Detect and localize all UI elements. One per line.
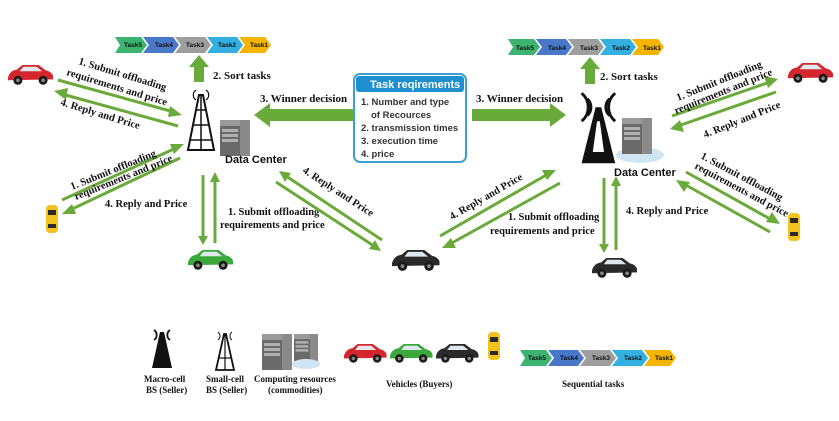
winner-label-left: 3. Winner decision [260,93,347,105]
legend-task-strip: Task5 Task4 Task3 Task2 Task1 [520,350,676,366]
legend-macro-line2: BS (Seller) [146,385,187,395]
legend-task4: Task4 [560,355,578,362]
legend-computing-line1: Computing resources [254,374,336,384]
winner-label-right: 3. Winner decision [476,93,563,105]
winner-arrow-right [472,103,566,127]
task4-label-right: Task4 [548,45,566,52]
task-requirements-box: Task reqirements 1. Number and type of R… [353,73,467,163]
requirement-1a: 1. Number and type [361,97,449,108]
legend-red-car-icon [344,344,387,363]
task1-label: Task1 [250,42,268,49]
submit-label-right-5: 1. Submit offloading [508,212,600,223]
yellow-taxi-right-icon [788,213,800,241]
legend-macro-line1: Macro-cell [144,374,186,384]
requirement-3: 3. execution time [361,136,438,147]
red-car-right-icon [788,63,833,83]
red-car-icon [8,65,53,85]
server-icon [220,120,250,156]
submit-label-right-6: requirements and price [490,226,595,237]
legend-small-line1: Small-cell [206,374,244,384]
legend-green-car-icon [390,344,433,363]
task2-label-right: Task2 [612,45,630,52]
reply-label-right-2: 4. Reply and Price [626,206,709,217]
task3-label-right: Task3 [580,45,598,52]
task1-label-right: Task1 [643,45,661,52]
legend-small-tower-icon [214,331,236,371]
task5-label-right: Task5 [516,45,534,52]
arrows-redcar-right [670,76,778,132]
legend-taxi-icon [488,332,500,360]
data-center-label-left: Data Center [225,154,287,166]
legend-task3: Task3 [592,355,610,362]
requirement-1b: of Recources [371,110,431,121]
task4-label: Task4 [155,42,173,49]
arrows-redcar-left [54,78,182,128]
legend-server-icon [262,334,320,370]
requirements-title: Task reqirements [370,79,460,91]
task5-label: Task5 [124,42,142,49]
reply-label-2: 4. Reply and Price [105,199,188,210]
sort-label-left: 2. Sort tasks [213,70,271,82]
task3-label: Task3 [186,42,204,49]
data-center-label-right: Data Center [614,167,676,179]
sort-label-right: 2. Sort tasks [600,71,658,83]
legend-task2: Task2 [624,355,642,362]
sort-arrow-left [189,55,209,82]
yellow-taxi-icon [46,205,58,233]
legend-task1: Task1 [655,355,673,362]
legend-computing-line2: (commodities) [268,385,322,395]
right-task-strip: Task5 Task4 Task3 Task2 Task1 [508,39,664,55]
legend-vehicles: Vehicles (Buyers) [386,379,452,389]
arrows-blackcar-tower-right [439,170,561,248]
arrows-greencar [198,172,220,245]
legend-task5: Task5 [528,355,546,362]
legend-macro-tower-icon [152,329,172,368]
requirement-2: 2. transmission times [361,123,458,134]
small-cell-tower-icon [186,89,216,151]
arrows-taxi-left [61,144,184,214]
arrows-blackcar-right-tower [599,176,621,253]
submit-label-6: requirements and price [220,220,325,231]
task2-label: Task2 [218,42,236,49]
arrows-taxi-right [676,170,780,234]
legend-sequential: Sequential tasks [562,379,625,389]
arrows-blackcar-dc-left [275,171,383,251]
reply-label-1: 4. Reply and Price [59,97,141,132]
legend: Macro-cell BS (Seller) Small-cell BS (Se… [144,329,676,395]
server-cloud-icon [616,118,664,163]
legend-small-line2: BS (Seller) [206,385,247,395]
submit-label-5: 1. Submit offloading [228,207,320,218]
winner-arrow-left [254,103,353,127]
requirement-4: 4. price [361,149,394,160]
legend-black-car-icon [436,344,479,363]
left-task-strip: Task5 Task4 Task3 Task2 Task1 [115,37,271,53]
reply-label-right-1: 4. Reply and Price [702,100,783,141]
green-car-icon [188,250,233,270]
sort-arrow-right [580,57,600,84]
macro-cell-tower-icon [580,92,617,164]
black-car-right-icon [592,258,637,278]
black-car-center-icon [392,250,440,271]
